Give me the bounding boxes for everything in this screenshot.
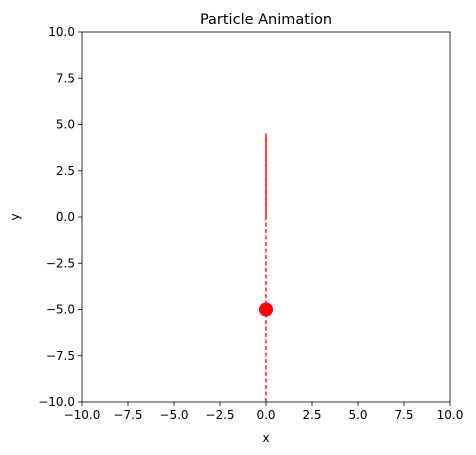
chart-title: Particle Animation [200,12,332,28]
x-axis-label: x [262,431,269,445]
particle-point [259,302,273,317]
y-tick-label: −7.5 [46,349,75,363]
x-tick-label: −7.5 [113,408,142,422]
x-tick-label: 10.0 [437,408,464,422]
y-tick-label: −2.5 [46,256,75,270]
y-tick-label: 0.0 [56,210,75,224]
y-axis-label: y [8,213,22,220]
ticks: −10.0 −7.5 −5.0 −2.5 0.0 2.5 5.0 7.5 10.0 −10.0 −7… [38,25,463,422]
y-tick-label: 5.0 [56,118,75,132]
y-tick-label: 10.0 [48,25,75,39]
x-tick-label: −2.5 [205,408,234,422]
marks [259,133,273,402]
x-tick-label: 0.0 [256,408,275,422]
x-tick-label: 5.0 [348,408,367,422]
y-tick-label: −10.0 [38,395,75,409]
y-tick-label: −5.0 [46,303,75,317]
x-tick-label: 2.5 [302,408,321,422]
x-tick-label: −5.0 [159,408,188,422]
x-tick-label: 7.5 [394,408,413,422]
y-tick-label: 7.5 [56,71,75,85]
y-tick-label: 2.5 [56,164,75,178]
x-tick-label: −10.0 [64,408,101,422]
plot-area [81,31,451,403]
